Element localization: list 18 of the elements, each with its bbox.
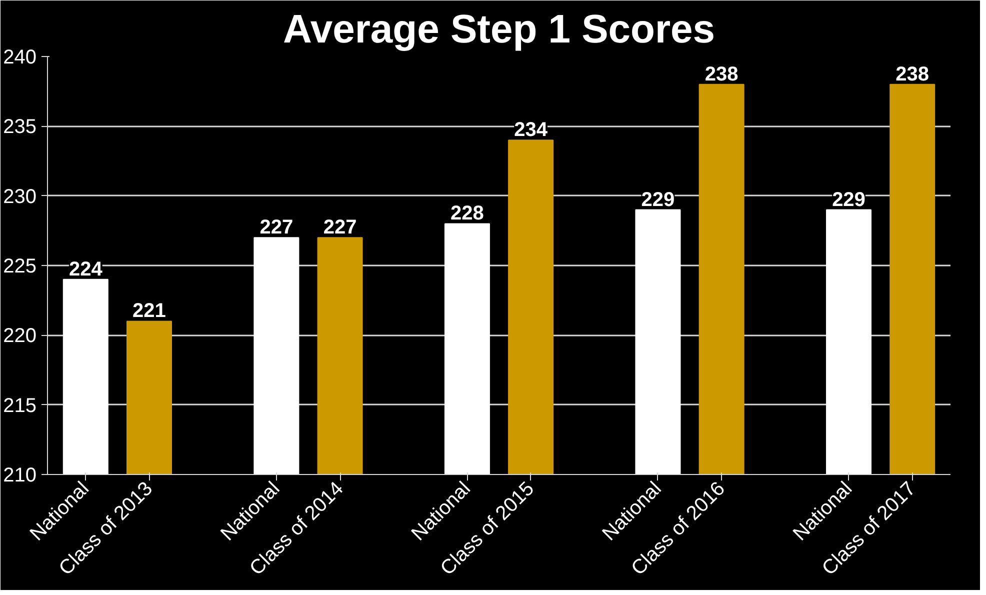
data-label: 238 (896, 63, 930, 86)
data-label: 227 (323, 216, 357, 239)
data-label: 224 (68, 258, 104, 280)
y-tick-label: 230 (3, 186, 37, 208)
data-label: 234 (514, 119, 548, 142)
y-tick-label: 225 (3, 256, 37, 278)
data-label: 229 (641, 188, 675, 211)
data-label: 221 (132, 300, 166, 322)
y-tick-label: 235 (3, 116, 37, 138)
chart-title: Average Step 1 Scores (282, 8, 716, 52)
y-tick-label: 240 (3, 46, 37, 68)
y-tick-label: 215 (3, 394, 37, 417)
data-label: 227 (260, 216, 294, 239)
data-label: 228 (450, 202, 484, 225)
y-tick-label: 220 (3, 325, 37, 348)
data-label: 229 (832, 188, 866, 211)
y-tick-label: 210 (3, 464, 37, 486)
data-label: 238 (704, 63, 738, 86)
